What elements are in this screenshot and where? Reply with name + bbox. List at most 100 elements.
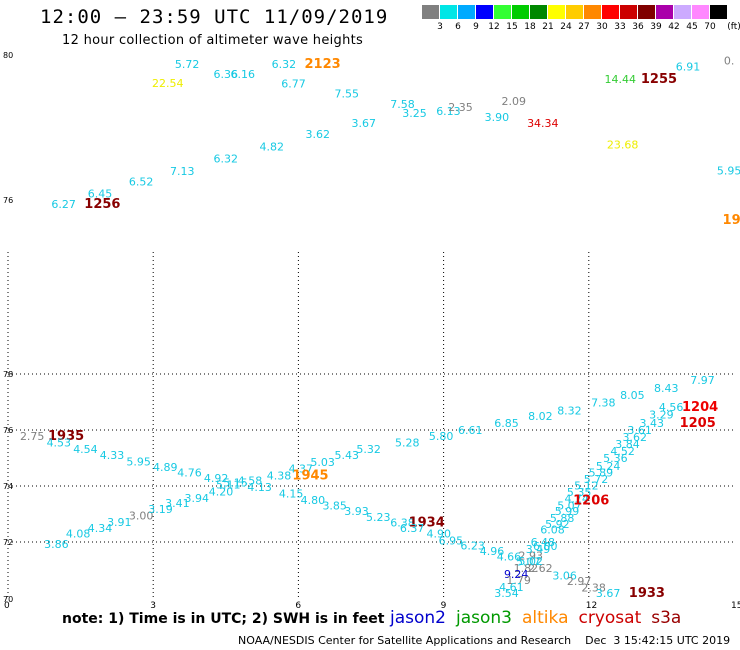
color-swatch-label: 3 <box>437 22 443 32</box>
wave-height-label: 6.36 <box>214 68 239 81</box>
legend-entry-jason2: jason2 <box>390 608 446 628</box>
wave-height-label: 1.82 <box>514 562 539 575</box>
wave-height-label: 5.02 <box>518 555 543 568</box>
color-swatch-label: 21 <box>542 22 554 32</box>
x-tick-label: 12 <box>586 601 597 611</box>
top-panel-y-tick-label: 76 <box>3 196 13 205</box>
wave-height-label: 5.88 <box>550 512 575 525</box>
color-swatch <box>584 5 601 19</box>
wave-height-label: 6.85 <box>494 417 519 430</box>
y-tick-label: 70 <box>3 595 13 604</box>
wave-height-label: 4.33 <box>100 449 125 462</box>
wave-height-label: 34.34 <box>527 117 559 130</box>
wave-height-label: 6.48 <box>531 536 556 549</box>
wave-height-label: 5.12 <box>574 479 599 492</box>
wave-height-label: 0. <box>724 55 735 68</box>
color-swatch <box>692 5 709 19</box>
wave-height-label: 14.44 <box>605 73 637 86</box>
wave-height-label: 4.61 <box>499 581 524 594</box>
color-swatch <box>440 5 457 19</box>
y-tick-label: 78 <box>3 370 13 379</box>
color-swatch-label: 27 <box>578 22 590 32</box>
y-tick-label: 76 <box>3 426 13 435</box>
wave-height-label: 6.91 <box>676 60 701 73</box>
color-swatch-label: 39 <box>650 22 662 32</box>
color-swatch-label: 12 <box>488 22 500 32</box>
wave-height-label: 2.62 <box>528 562 553 575</box>
color-swatch-label: 9 <box>473 22 479 32</box>
pass-id-label: 1255 <box>641 72 677 87</box>
wave-height-label: 7.38 <box>591 397 616 410</box>
y-tick-label: 72 <box>3 538 13 547</box>
color-swatch <box>494 5 511 19</box>
x-tick-label: 6 <box>295 601 301 611</box>
wave-height-label: 6.77 <box>281 77 306 90</box>
pass-id-label: 1256 <box>84 197 120 212</box>
wave-height-label: 3.67 <box>351 117 376 130</box>
wave-height-label: 3.85 <box>322 500 347 513</box>
wave-height-label: 5.15 <box>223 477 248 490</box>
wave-height-label: 4.54 <box>73 443 98 456</box>
pass-id-label: 1945 <box>292 468 328 483</box>
pass-id-label: 1934 <box>409 515 445 530</box>
wave-height-label: 6.32 <box>272 58 297 71</box>
color-swatch-label: 30 <box>596 22 608 32</box>
color-swatch <box>620 5 637 19</box>
wave-height-label: 8.43 <box>654 382 679 395</box>
pass-id-label: 1933 <box>629 586 665 601</box>
wave-height-label: 6.61 <box>458 424 483 437</box>
wave-height-label: 4.53 <box>47 437 72 450</box>
wave-height-label: 4.76 <box>177 467 202 480</box>
wave-height-label: 4.38 <box>267 469 292 482</box>
wave-height-label: 5.92 <box>545 518 570 531</box>
wave-height-label: 7.58 <box>390 98 415 111</box>
wave-height-label: 7.13 <box>170 165 195 178</box>
wave-height-label: 6.38 <box>390 516 415 529</box>
color-swatch <box>512 5 529 19</box>
color-swatch <box>710 5 727 19</box>
legend-entry-cryosat: cryosat <box>578 608 642 628</box>
color-swatch-label: 18 <box>524 22 536 32</box>
wave-height-label: 5.03 <box>310 456 335 469</box>
wave-height-label: 4.82 <box>260 141 285 154</box>
wave-height-label: 5.72 <box>175 58 200 71</box>
wave-height-label: 3.61 <box>627 424 652 437</box>
footnote: note: 1) Time is in UTC; 2) SWH is in fe… <box>62 611 385 627</box>
x-tick-label: 15 <box>731 601 740 611</box>
color-swatch <box>458 5 475 19</box>
wave-height-label: 3.54 <box>494 587 519 600</box>
wave-height-label: 3.19 <box>148 503 173 516</box>
wave-height-label: 4.89 <box>153 461 178 474</box>
wave-height-label: 8.05 <box>620 389 645 402</box>
wave-height-label: 5.23 <box>366 511 391 524</box>
wave-height-label: 4.37 <box>289 463 314 476</box>
wave-height-label: 5.36 <box>603 452 628 465</box>
wave-height-label: 3.43 <box>639 417 664 430</box>
y-tick-label: 74 <box>3 482 13 491</box>
wave-height-label: 2.09 <box>502 95 527 108</box>
wave-height-label: 5.07 <box>557 500 582 513</box>
wave-height-label: 3.86 <box>44 538 69 551</box>
color-swatch <box>422 5 439 19</box>
wave-height-label: 3.94 <box>185 492 210 505</box>
legend-entry-s3a: s3a <box>651 608 682 628</box>
wave-height-label: 5.95 <box>126 455 151 468</box>
color-swatch-label: 70 <box>704 22 716 32</box>
wave-height-label: 6.27 <box>51 198 76 211</box>
wave-height-label: 5.72 <box>584 473 609 486</box>
color-swatch <box>548 5 565 19</box>
color-swatch <box>656 5 673 19</box>
wave-height-label: 4.58 <box>238 474 263 487</box>
wave-height-label: 4.20 <box>209 486 234 499</box>
wave-height-label: 5.07 <box>516 556 541 569</box>
color-swatch-label: 45 <box>686 22 698 32</box>
color-swatch <box>476 5 493 19</box>
wave-height-label: 6.00 <box>533 540 558 553</box>
wave-height-label: 2.38 <box>581 581 606 594</box>
wave-height-label: 22.54 <box>152 77 184 90</box>
wave-height-label: 3.00 <box>129 509 154 522</box>
wave-height-label: 2.93 <box>518 549 543 562</box>
wave-height-label: 5.80 <box>429 430 454 443</box>
wave-height-label: 5.32 <box>356 443 381 456</box>
